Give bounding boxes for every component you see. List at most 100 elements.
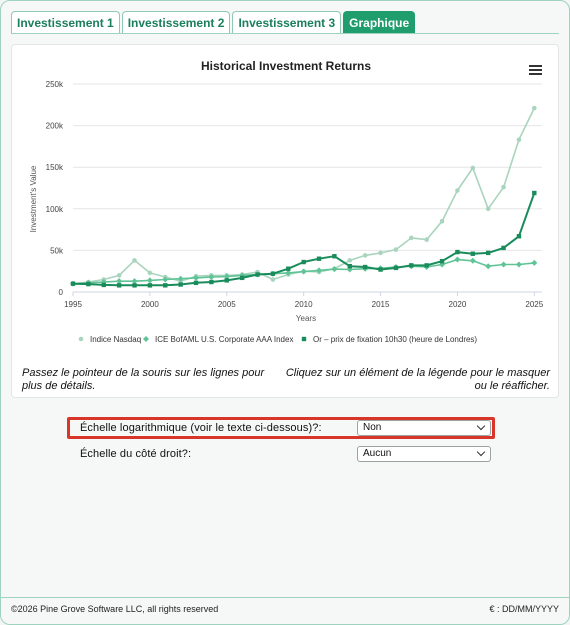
data-point[interactable] (209, 279, 214, 285)
data-point[interactable] (177, 275, 184, 282)
data-point[interactable] (239, 275, 245, 281)
chart: Historical Investment Returns Investment… (29, 59, 544, 344)
data-point[interactable] (178, 282, 183, 287)
legend-item[interactable]: Or – prix de fixation 10h30 (heure de Lo… (301, 335, 478, 344)
data-point[interactable] (393, 265, 399, 271)
data-point[interactable] (285, 269, 292, 276)
data-point[interactable] (70, 281, 76, 286)
data-point[interactable] (193, 274, 200, 281)
data-point[interactable] (454, 256, 461, 263)
data-point[interactable] (424, 237, 429, 242)
data-point[interactable] (301, 259, 306, 265)
chevron-down-icon (476, 447, 486, 457)
legend-label[interactable]: Indice Nasdaq (90, 335, 141, 344)
x-tick-label: 2010 (295, 300, 313, 309)
data-point[interactable] (116, 273, 122, 278)
data-point[interactable] (300, 268, 307, 275)
data-point[interactable] (162, 276, 169, 283)
x-tick-label: 1995 (64, 300, 82, 309)
data-point[interactable] (347, 264, 352, 269)
data-point[interactable] (485, 263, 492, 270)
legend-label[interactable]: ICE BofAML U.S. Corporate AAA Index (155, 335, 293, 344)
data-point[interactable] (223, 273, 230, 280)
data-point[interactable] (378, 267, 383, 272)
legend-marker[interactable] (301, 336, 307, 342)
tab-divider (11, 33, 559, 34)
data-point[interactable] (316, 267, 323, 274)
data-point[interactable] (332, 254, 337, 259)
data-point[interactable] (501, 184, 506, 190)
data-point[interactable] (378, 250, 383, 256)
data-point[interactable] (409, 263, 414, 268)
x-tick-label: 2005 (218, 300, 236, 309)
right-scale-select[interactable]: Aucun (357, 446, 491, 462)
x-tick-label: 2025 (525, 300, 543, 309)
tab-investissement-1[interactable]: Investissement 1 (11, 11, 120, 34)
data-point[interactable] (516, 137, 522, 143)
data-point[interactable] (116, 278, 123, 285)
series-or-prix-de-fixation-10h30-heure-de-londres[interactable] (70, 190, 537, 288)
data-point[interactable] (532, 190, 537, 196)
data-point[interactable] (470, 165, 476, 171)
data-point[interactable] (132, 283, 137, 288)
legend-marker[interactable] (143, 336, 149, 342)
data-point[interactable] (147, 283, 153, 288)
data-point[interactable] (131, 278, 138, 285)
series-ice-bofaml-u-s-corporate-aaa-index[interactable] (70, 256, 538, 287)
tab-investissement-2[interactable]: Investissement 2 (121, 11, 231, 34)
y-tick-label: 0 (59, 288, 64, 297)
data-point[interactable] (347, 258, 353, 263)
data-point[interactable] (116, 283, 122, 288)
series-indice-nasdaq[interactable] (70, 105, 537, 286)
data-point[interactable] (485, 206, 491, 212)
data-point[interactable] (362, 253, 368, 258)
data-point[interactable] (393, 247, 399, 252)
data-point[interactable] (485, 250, 491, 256)
legend-item[interactable]: Indice Nasdaq (78, 335, 141, 344)
data-point[interactable] (101, 282, 106, 288)
tab-graphique[interactable]: Graphique (343, 11, 416, 34)
y-tick-label: 50k (50, 246, 64, 255)
data-point[interactable] (531, 259, 538, 266)
chart-panel: Historical Investment Returns Investment… (11, 44, 559, 398)
data-point[interactable] (439, 259, 445, 264)
legend-marker[interactable] (78, 336, 84, 342)
data-point[interactable] (455, 249, 460, 255)
hint-legend: Cliquez sur un élément de la légende pou… (285, 367, 550, 392)
tab-investissement-3[interactable]: Investissement 3 (232, 11, 342, 34)
log-scale-label: Échelle logarithmique (voir le texte ci-… (80, 422, 322, 434)
data-point[interactable] (470, 251, 476, 256)
data-point[interactable] (193, 280, 199, 286)
right-scale-value: Aucun (363, 448, 392, 459)
chart-menu-icon[interactable] (529, 65, 542, 76)
y-tick-label: 100k (46, 205, 64, 214)
data-point[interactable] (208, 274, 215, 281)
legend-item[interactable]: ICE BofAML U.S. Corporate AAA Index (143, 335, 293, 344)
data-point[interactable] (439, 218, 445, 224)
data-point[interactable] (455, 188, 460, 193)
data-point[interactable] (270, 271, 276, 276)
data-point[interactable] (270, 277, 276, 282)
data-point[interactable] (146, 277, 153, 284)
data-point[interactable] (316, 256, 322, 261)
data-point[interactable] (147, 270, 153, 276)
legend-label[interactable]: Or – prix de fixation 10h30 (heure de Lo… (313, 335, 477, 344)
data-point[interactable] (86, 281, 91, 287)
data-point[interactable] (331, 266, 338, 273)
log-scale-select[interactable]: Non (357, 420, 491, 436)
data-point[interactable] (424, 263, 429, 268)
data-point[interactable] (516, 234, 522, 239)
data-point[interactable] (408, 235, 414, 241)
data-point[interactable] (515, 261, 522, 268)
data-point[interactable] (286, 266, 291, 271)
data-point[interactable] (163, 283, 168, 288)
data-point[interactable] (469, 257, 476, 264)
data-point[interactable] (501, 245, 506, 251)
data-point[interactable] (224, 278, 229, 283)
data-point[interactable] (532, 105, 537, 111)
data-point[interactable] (255, 272, 260, 277)
data-point[interactable] (132, 258, 137, 263)
data-point[interactable] (362, 264, 368, 270)
series-line[interactable] (72, 107, 536, 285)
data-point[interactable] (500, 261, 507, 268)
